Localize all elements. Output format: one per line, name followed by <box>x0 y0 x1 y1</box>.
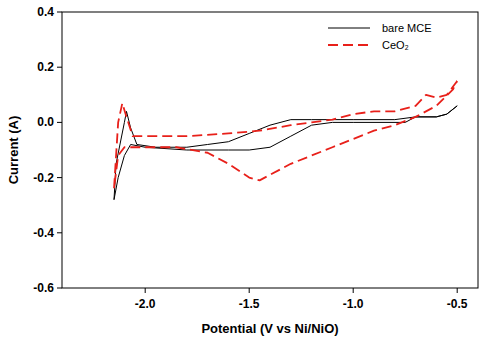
plot-area <box>114 81 457 200</box>
y-tick <box>57 67 62 68</box>
y-tick-label: -0.2 <box>33 171 54 185</box>
plot-frame <box>62 12 478 288</box>
y-tick-label: 0.0 <box>37 115 54 129</box>
legend-swatch <box>328 44 370 46</box>
chart: -2.0 -1.5 -1.0 -0.5 -0.6 -0.4 -0.2 0.0 0.2 0.4 Pot… <box>0 0 492 347</box>
x-tick <box>353 288 354 293</box>
y-tick-label: -0.6 <box>33 281 54 295</box>
legend-swatch <box>328 28 370 29</box>
x-tick <box>145 288 146 293</box>
y-tick <box>57 232 62 233</box>
x-tick-label: -2.0 <box>135 297 156 311</box>
legend-label: CeO₂ <box>382 39 409 51</box>
y-axis-label: Current (A) <box>6 116 21 185</box>
x-tick-label: -1.5 <box>239 297 260 311</box>
y-tick-label: 0.2 <box>37 60 54 74</box>
legend-label: bare MCE <box>382 22 432 34</box>
x-tick <box>457 288 458 293</box>
x-tick-label: -0.5 <box>447 297 468 311</box>
x-tick-label: -1.0 <box>343 297 364 311</box>
y-tick <box>57 177 62 178</box>
series-line <box>114 106 457 200</box>
y-tick <box>57 288 62 289</box>
y-tick-label: -0.4 <box>33 226 54 240</box>
y-tick <box>57 122 62 123</box>
x-tick <box>249 288 250 293</box>
y-tick-label: 0.4 <box>37 5 54 19</box>
x-axis-label: Potential (V vs Ni/NiO) <box>201 321 338 336</box>
legend: bare MCE CeO₂ <box>328 22 432 51</box>
series-line <box>114 81 457 189</box>
y-tick <box>57 12 62 13</box>
